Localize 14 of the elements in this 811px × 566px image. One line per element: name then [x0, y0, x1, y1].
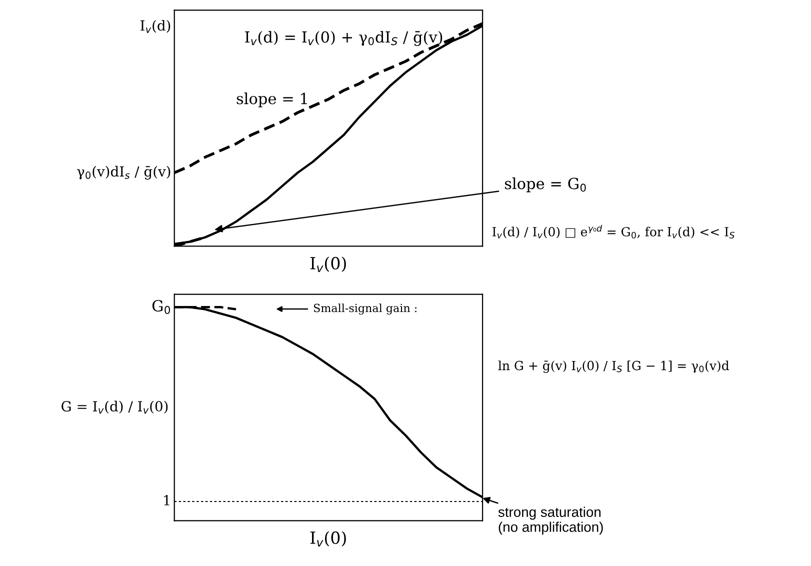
text: strong saturation (no amplification): [498, 506, 603, 535]
y-axis-title: G = I$_{v}$(d) / I$_{v}$(0): [62, 400, 168, 414]
y-axis-title: I$_{v}$(d): [140, 20, 170, 33]
text: I$_{v}$(d) = I$_{v}$(0) + γ$_{0}$dI$_{S}$ / ḡ(v): [245, 30, 442, 46]
annotation: Small-signal gain :: [314, 304, 416, 314]
text: slope = G$_{0}$: [504, 177, 586, 192]
text: 1: [164, 495, 170, 506]
text: γ$_{0}$(v)dI$_{s}$ / ḡ(v): [77, 166, 170, 180]
text: I$_{v}$(d) / I$_{v}$(0) □ e$^{γ₀d}$ = G$_{0}$, for I$_{v}$(d) << I$_{S}$: [492, 224, 734, 238]
annotation: slope = 1: [236, 92, 307, 108]
x-axis-title: I$_{v}$(0): [310, 531, 346, 547]
text: G$_{0}$: [152, 300, 170, 314]
x-axis-title: I$_{v}$(0): [310, 256, 346, 272]
text: ln G + ḡ(v) I$_{v}$(0) / I$_{S}$ [G − 1] = γ$_{0}$(v)d: [498, 360, 730, 373]
